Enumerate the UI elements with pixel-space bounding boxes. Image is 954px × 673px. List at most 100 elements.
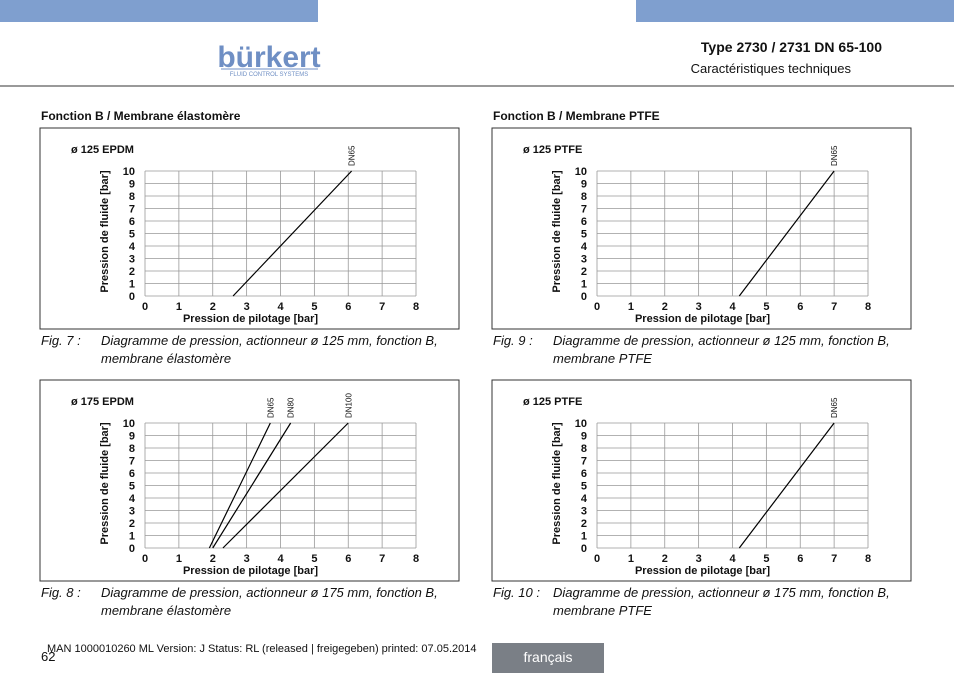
x-tick-label: 4: [729, 301, 736, 313]
y-tick-label: 3: [129, 254, 135, 266]
data-line: [738, 170, 835, 297]
status-line: MAN 1000010260 ML Version: J Status: RL …: [47, 643, 476, 655]
y-tick-label: 3: [129, 506, 135, 518]
chart-frame: [39, 379, 460, 582]
header-bar: [636, 0, 954, 22]
chart-frame: [491, 127, 912, 330]
section-heading: Fonction B / Membrane élastomère: [41, 109, 241, 123]
y-axis-label: Pression de fluide [bar]: [551, 422, 563, 545]
y-tick-label: 5: [581, 481, 587, 493]
caption-label: Fig. 7 :: [41, 333, 81, 348]
y-tick-label: 10: [575, 418, 587, 430]
data-line: [738, 422, 835, 549]
caption-text: Diagramme de pression, actionneur ø 175 …: [101, 585, 438, 600]
x-tick-label: 8: [413, 553, 419, 565]
y-tick-label: 6: [581, 468, 587, 480]
caption-text: membrane élastomère: [101, 603, 231, 618]
y-tick-label: 10: [123, 418, 135, 430]
x-tick-label: 0: [594, 301, 600, 313]
data-line: [212, 422, 292, 549]
series-label: DN65: [830, 397, 839, 418]
x-tick-label: 2: [662, 553, 668, 565]
y-tick-label: 7: [129, 204, 135, 216]
y-tick-label: 0: [581, 291, 587, 303]
x-tick-label: 5: [763, 553, 769, 565]
y-tick-label: 2: [581, 266, 587, 278]
x-tick-label: 2: [210, 301, 216, 313]
caption-text: membrane élastomère: [101, 351, 231, 366]
series-label: DN65: [830, 145, 839, 166]
chart-frame: [491, 379, 912, 582]
y-tick-label: 4: [129, 241, 136, 253]
x-tick-label: 2: [662, 301, 668, 313]
y-tick-label: 9: [129, 431, 135, 443]
x-tick-label: 0: [594, 553, 600, 565]
x-tick-label: 3: [244, 553, 250, 565]
x-tick-label: 3: [244, 301, 250, 313]
header-bar: [0, 0, 318, 22]
language-tab: [492, 643, 604, 673]
y-tick-label: 2: [129, 266, 135, 278]
caption-text: Diagramme de pression, actionneur ø 125 …: [553, 333, 890, 348]
y-axis-label: Pression de fluide [bar]: [99, 422, 111, 545]
x-axis-label: Pression de pilotage [bar]: [183, 565, 318, 577]
chart-title: ø 125 PTFE: [523, 144, 582, 156]
y-tick-label: 2: [581, 518, 587, 530]
y-tick-label: 0: [129, 543, 135, 555]
y-tick-label: 10: [575, 166, 587, 178]
x-tick-label: 6: [345, 301, 351, 313]
x-axis-label: Pression de pilotage [bar]: [635, 565, 770, 577]
series-label: DN65: [266, 397, 275, 418]
doc-title: Type 2730 / 2731 DN 65-100: [701, 39, 882, 55]
series-label: DN65: [348, 145, 357, 166]
chart-frame: [39, 127, 460, 330]
y-tick-label: 1: [129, 531, 135, 543]
x-tick-label: 8: [413, 301, 419, 313]
caption-label: Fig. 10 :: [493, 585, 540, 600]
data-line: [232, 170, 353, 297]
x-tick-label: 3: [696, 553, 702, 565]
x-tick-label: 0: [142, 301, 148, 313]
series-label: DN100: [344, 393, 353, 418]
y-tick-label: 1: [581, 279, 587, 291]
x-tick-label: 6: [797, 301, 803, 313]
y-tick-label: 9: [129, 179, 135, 191]
x-tick-label: 3: [696, 301, 702, 313]
y-tick-label: 7: [581, 204, 587, 216]
y-tick-label: 9: [581, 179, 587, 191]
y-tick-label: 1: [129, 279, 135, 291]
chart-title: ø 125 EPDM: [71, 144, 134, 156]
y-tick-label: 5: [129, 229, 135, 241]
page-number: 62: [41, 649, 55, 664]
x-tick-label: 8: [865, 553, 871, 565]
data-line: [208, 422, 271, 549]
x-tick-label: 1: [176, 553, 182, 565]
x-tick-label: 1: [176, 301, 182, 313]
y-tick-label: 8: [581, 191, 587, 203]
language: français: [523, 649, 572, 665]
x-tick-label: 8: [865, 301, 871, 313]
caption-text: Diagramme de pression, actionneur ø 125 …: [101, 333, 438, 348]
y-tick-label: 4: [581, 241, 588, 253]
x-tick-label: 5: [311, 553, 317, 565]
y-tick-label: 3: [581, 254, 587, 266]
y-axis-label: Pression de fluide [bar]: [551, 170, 563, 293]
x-tick-label: 7: [379, 301, 385, 313]
y-tick-label: 8: [581, 443, 587, 455]
y-tick-label: 1: [581, 531, 587, 543]
chart-title: ø 125 PTFE: [523, 396, 582, 408]
x-tick-label: 5: [311, 301, 317, 313]
x-tick-label: 7: [379, 553, 385, 565]
x-tick-label: 6: [797, 553, 803, 565]
y-tick-label: 4: [129, 493, 136, 505]
x-tick-label: 4: [277, 553, 284, 565]
y-tick-label: 6: [129, 216, 135, 228]
chart-title: ø 175 EPDM: [71, 396, 134, 408]
caption-label: Fig. 9 :: [493, 333, 533, 348]
y-tick-label: 8: [129, 443, 135, 455]
y-tick-label: 9: [581, 431, 587, 443]
